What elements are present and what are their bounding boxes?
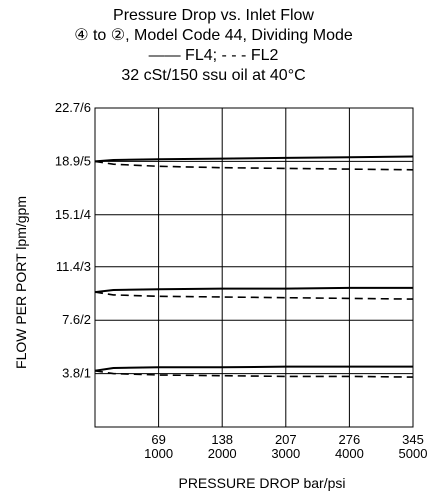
series-line-fl2-dashed: [94, 291, 414, 300]
chart-subtitle-ports: ④ to ②, Model Code 44, Dividing Mode: [74, 27, 353, 44]
series-line-fl2-dashed: [94, 160, 414, 171]
series-line-fl2-dashed: [94, 370, 414, 378]
y-tick-label: 22.7/6: [55, 100, 91, 115]
chart-title-block: Pressure Drop vs. Inlet Flow ④ to ②, Mod…: [0, 6, 427, 86]
series-layer: [94, 155, 414, 378]
x-tick-label-psi: 1000: [144, 446, 173, 461]
plot-frame: [94, 107, 414, 428]
series-line-fl4-solid: [94, 286, 413, 294]
y-tick-label: 11.4/3: [56, 259, 91, 274]
x-axis-title: PRESSURE DROP bar/psi: [178, 475, 345, 491]
x-tick-label-psi: 4000: [335, 446, 364, 461]
x-tick-label-bar: 276: [339, 432, 361, 447]
series-line-fl4-solid: [94, 365, 413, 372]
series-line-fl4-solid: [94, 155, 414, 163]
y-tick-label: 3.8/1: [62, 366, 91, 381]
x-tick-label-bar: 207: [275, 432, 297, 447]
y-tick-label: 15.1/4: [55, 207, 91, 222]
x-tick-label-psi: 2000: [208, 446, 237, 461]
x-tick-label-psi: 3000: [271, 446, 300, 461]
y-tick-label: 18.9/5: [55, 153, 91, 168]
chart-title: Pressure Drop vs. Inlet Flow: [113, 7, 314, 24]
chart-legend-line: —— FL4; - - - FL2: [148, 47, 279, 64]
chart-subtitle-oil: 32 cSt/150 ssu oil at 40°C: [121, 67, 306, 84]
x-tick-label-psi: 5000: [399, 446, 427, 461]
y-tick-labels: 3.8/1 7.6/2 11.4/3 15.1/4 18.9/5 22.7/6: [55, 100, 91, 381]
x-tick-label-bar: 138: [211, 432, 233, 447]
x-tick-label-bar: 69: [151, 432, 165, 447]
grid-layer: [95, 107, 414, 427]
y-axis-title: FLOW PER PORT lpm/gpm: [13, 196, 29, 369]
x-tick-label-bar: 345: [402, 432, 424, 447]
y-tick-label: 7.6/2: [62, 312, 91, 327]
